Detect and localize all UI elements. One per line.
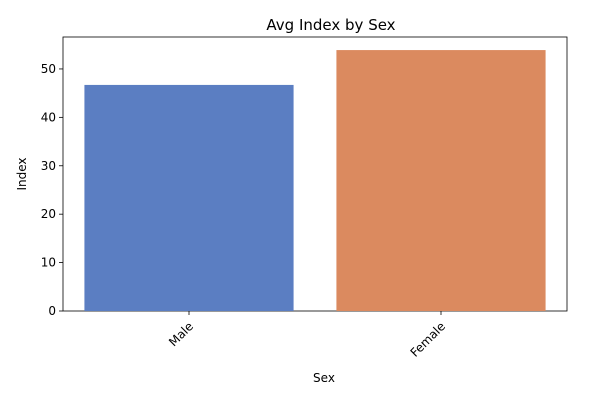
bar-female xyxy=(336,50,546,311)
y-tick-label: 30 xyxy=(41,159,56,173)
bars-group xyxy=(84,50,546,311)
x-tick-label-male: Male xyxy=(166,319,196,349)
chart-title: Avg Index by Sex xyxy=(266,16,395,34)
x-tick-label-female: Female xyxy=(408,319,449,360)
y-tick-label: 0 xyxy=(48,304,56,318)
x-axis: Male Female xyxy=(166,311,448,360)
y-tick-label: 50 xyxy=(41,62,56,76)
y-tick-label: 10 xyxy=(41,256,56,270)
bar-male xyxy=(84,84,294,311)
plot-frame xyxy=(62,36,568,312)
y-axis-label: Index xyxy=(15,157,29,190)
x-axis-label: Sex xyxy=(313,371,335,385)
plot-area xyxy=(62,36,568,312)
y-axis: 0 10 20 30 40 50 xyxy=(41,62,63,318)
y-tick-label: 40 xyxy=(41,110,56,124)
y-tick-label: 20 xyxy=(41,207,56,221)
